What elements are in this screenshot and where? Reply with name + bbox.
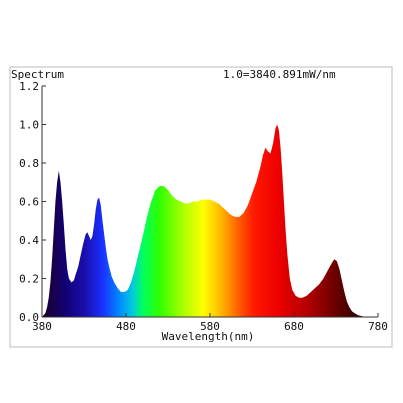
x-axis-label: Wavelength(nm): [162, 330, 255, 343]
y-tick-label: 1.2: [19, 80, 39, 93]
x-tick-label: 580: [200, 320, 220, 333]
y-tick-label: 0.6: [19, 196, 39, 209]
y-tick-label: 0.2: [19, 273, 39, 286]
y-tick-label: 0.8: [19, 157, 39, 170]
x-tick-label: 380: [32, 320, 52, 333]
chart-title: Spectrum: [11, 68, 64, 81]
x-tick-labels: 380 480 580 680 780: [32, 313, 388, 333]
y-tick-labels: 0.0 0.2 0.4 0.6 0.8 1.0 1.2: [19, 80, 46, 324]
spectrum-area: [42, 124, 378, 317]
x-tick-label: 780: [368, 320, 388, 333]
y-tick-label: 0.4: [19, 234, 39, 247]
x-tick-label: 480: [116, 320, 136, 333]
plot-area: [42, 124, 378, 317]
x-tick-label: 680: [284, 320, 304, 333]
y-tick-label: 0.0: [19, 311, 39, 324]
scale-annotation: 1.0=3840.891mW/nm: [223, 68, 336, 81]
y-tick-label: 1.0: [19, 119, 39, 132]
